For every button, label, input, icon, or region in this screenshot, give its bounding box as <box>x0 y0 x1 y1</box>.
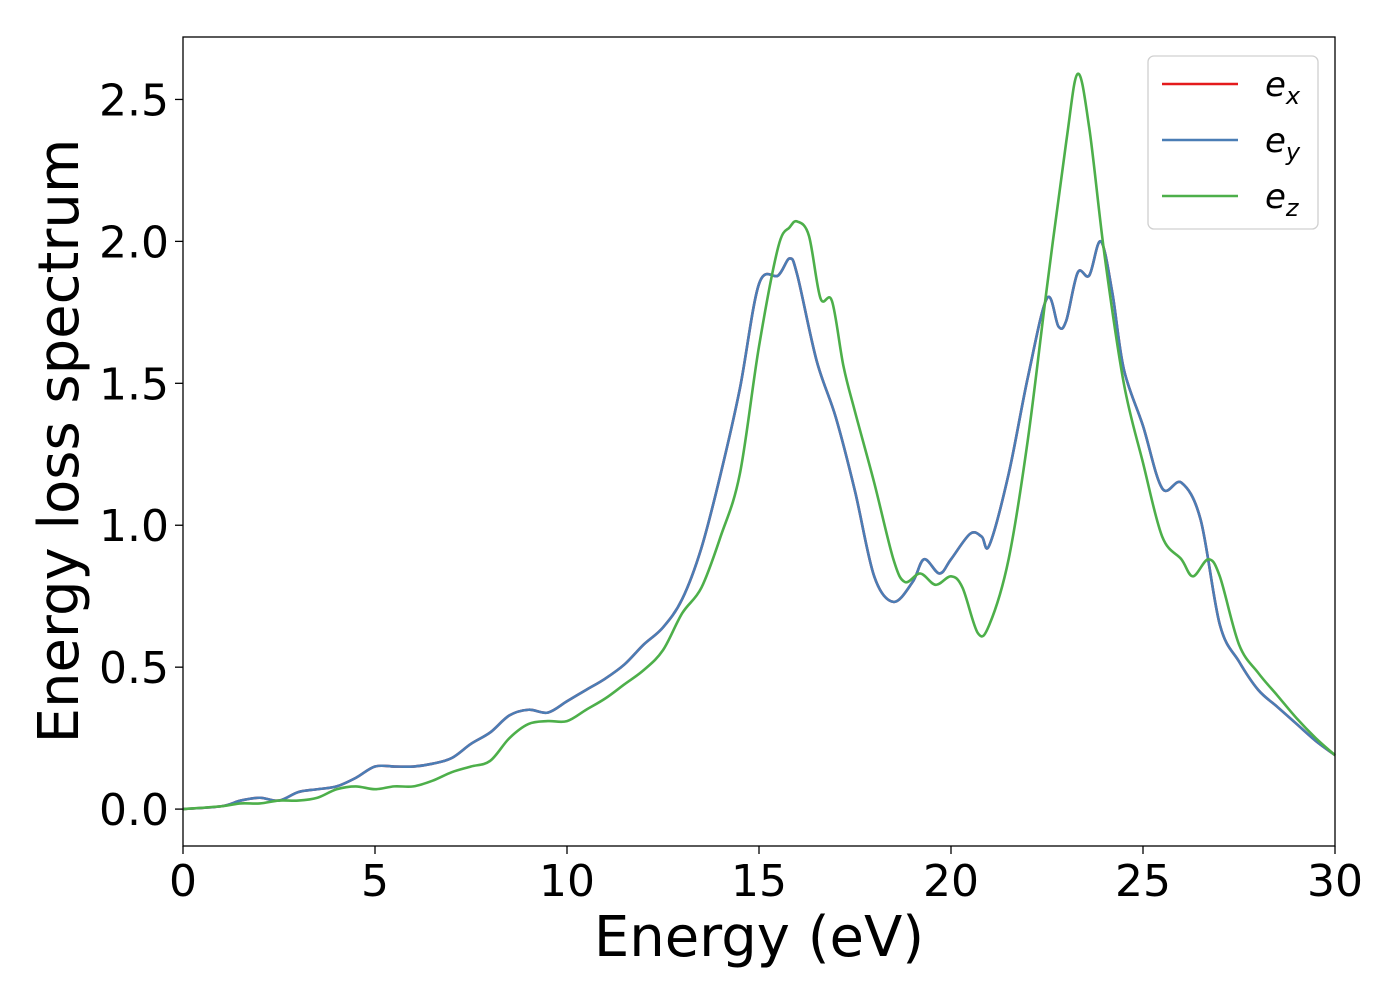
y-tick-label: 2.0 <box>99 217 169 268</box>
series-lines <box>182 72 1336 811</box>
y-tick-label: 1.5 <box>99 359 169 410</box>
x-axis-ticks: 0 5 10 15 20 25 30 <box>169 846 1363 907</box>
x-tick-label: 5 <box>361 856 389 907</box>
x-tick-label: 25 <box>1115 856 1171 907</box>
y-tick-label: 0.0 <box>99 785 169 836</box>
x-tick-label: 10 <box>539 856 595 907</box>
y-tick-label: 2.5 <box>99 75 169 126</box>
y-axis-ticks: 0.0 0.5 1.0 1.5 2.0 2.5 <box>99 75 183 836</box>
x-tick-label: 15 <box>731 856 787 907</box>
x-tick-label: 30 <box>1307 856 1363 907</box>
series-line-ey <box>182 240 1336 811</box>
legend-box <box>1147 55 1319 230</box>
y-tick-label: 0.5 <box>99 643 169 694</box>
series-line-ez <box>182 72 1336 811</box>
x-tick-label: 0 <box>169 856 197 907</box>
y-axis-title: Energy loss spectrum <box>27 139 92 744</box>
y-tick-label: 1.0 <box>99 501 169 552</box>
x-tick-label: 20 <box>923 856 979 907</box>
x-axis-title: Energy (eV) <box>594 905 924 970</box>
